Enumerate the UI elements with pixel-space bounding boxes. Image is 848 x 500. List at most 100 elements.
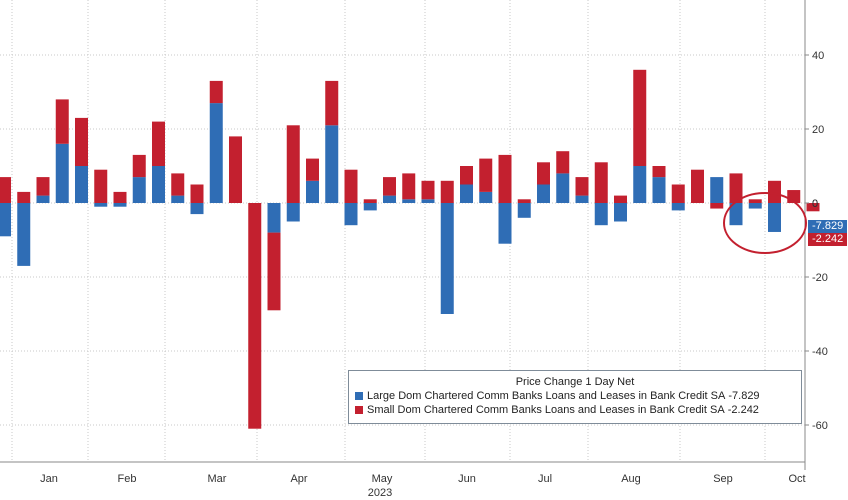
bar-large: [55, 143, 69, 203]
bar-small: [363, 199, 377, 203]
bar-large: [286, 203, 300, 222]
bar-small: [729, 173, 743, 203]
x-tick-label: Apr: [290, 473, 307, 485]
bar-small: [460, 166, 473, 185]
last-value-callout-small: -2.242: [808, 232, 848, 246]
bar-small: [75, 117, 88, 166]
bar-small: [498, 154, 512, 203]
bar-small: [691, 169, 704, 203]
bar-small: [383, 177, 396, 196]
y-tick-label: -20: [812, 272, 828, 284]
bar-large: [633, 166, 647, 203]
bar-small: [0, 177, 11, 203]
bar-large: [421, 199, 435, 203]
bar-small: [633, 69, 647, 166]
legend-value-large: -7.829: [728, 390, 760, 402]
bar-large: [152, 166, 165, 203]
bar-small: [209, 80, 223, 104]
x-tick-label: Aug: [621, 473, 641, 485]
highlight-ellipse: [723, 192, 807, 254]
y-tick-label: 0: [812, 198, 818, 210]
x-tick-label: May: [372, 473, 393, 485]
last-value-callout-large: -7.829: [808, 219, 848, 233]
bar-small: [421, 180, 435, 200]
bar-large: [344, 203, 358, 226]
y-tick-label: 0: [812, 198, 818, 210]
bar-small: [113, 191, 127, 203]
x-tick-label: Oct: [788, 473, 805, 485]
bar-large: [267, 203, 281, 233]
bar-large: [517, 203, 531, 218]
legend-title: Price Change 1 Day Net: [515, 376, 635, 388]
bar-small: [652, 166, 666, 178]
bar-large: [710, 177, 724, 203]
bar-large: [94, 203, 108, 207]
bar-large: [132, 177, 146, 203]
x-tick-label: Jan: [40, 473, 58, 485]
bar-small: [190, 184, 204, 203]
bar-small: [248, 203, 262, 429]
x-axis-year-label: 2023: [368, 487, 392, 499]
bar-large: [383, 195, 396, 203]
bar-small: [402, 173, 416, 200]
bar-small: [152, 121, 165, 166]
x-tick-label: Sep: [713, 473, 733, 485]
bar-small: [479, 158, 493, 192]
chart-legend: Price Change 1 Day Net Large Dom Charter…: [348, 370, 802, 424]
x-tick-label: Jul: [538, 473, 552, 485]
bar-large: [171, 195, 185, 203]
bar-small: [132, 154, 146, 178]
bar-large: [17, 203, 31, 266]
bar-small: [556, 151, 570, 174]
bar-small: [768, 180, 781, 203]
bar-large: [575, 195, 589, 203]
bar-large: [729, 203, 743, 226]
x-tick-label: Mar: [208, 473, 227, 485]
bar-large: [75, 166, 88, 203]
legend-entry-small: Small Dom Chartered Comm Banks Loans and…: [349, 403, 801, 417]
bar-large: [363, 203, 377, 211]
bar-small: [55, 99, 69, 144]
bar-small: [671, 184, 685, 203]
bar-small: [710, 203, 724, 209]
bar-large: [190, 203, 204, 215]
bar-large: [325, 125, 339, 203]
bar-small: [325, 80, 339, 126]
x-tick-label: Feb: [118, 473, 137, 485]
bar-large: [594, 203, 608, 226]
bar-large: [768, 203, 781, 232]
legend-entry-large: Large Dom Chartered Comm Banks Loans and…: [349, 389, 801, 403]
bar-small: [306, 158, 319, 181]
bar-large: [36, 195, 50, 203]
bar-small: [36, 177, 50, 196]
legend-swatch-large: [355, 392, 363, 400]
bar-large: [0, 203, 11, 237]
y-tick-label: -60: [812, 420, 828, 432]
bar-small: [614, 195, 627, 203]
bar-large: [556, 173, 570, 203]
bar-large: [652, 177, 666, 203]
x-tick-label: Jun: [458, 473, 476, 485]
bar-small: [748, 199, 762, 203]
bar-large: [209, 103, 223, 203]
bar-small: [229, 136, 242, 203]
y-tick-label: -40: [812, 346, 828, 358]
bar-small: [806, 203, 820, 212]
bar-large: [537, 184, 550, 203]
bar-large: [306, 180, 319, 203]
y-tick-label: 20: [812, 124, 824, 136]
bar-small: [94, 169, 108, 203]
legend-swatch-small: [355, 406, 363, 414]
bar-large: [748, 203, 762, 209]
bar-small: [594, 162, 608, 203]
bar-large: [440, 203, 454, 314]
bar-small: [171, 173, 185, 196]
bar-small: [440, 180, 454, 203]
legend-value-small: -2.242: [727, 404, 759, 416]
legend-label-large: Large Dom Chartered Comm Banks Loans and…: [367, 390, 726, 402]
bar-small: [575, 177, 589, 196]
bar-large: [113, 203, 127, 207]
y-tick-label: 40: [812, 50, 824, 62]
